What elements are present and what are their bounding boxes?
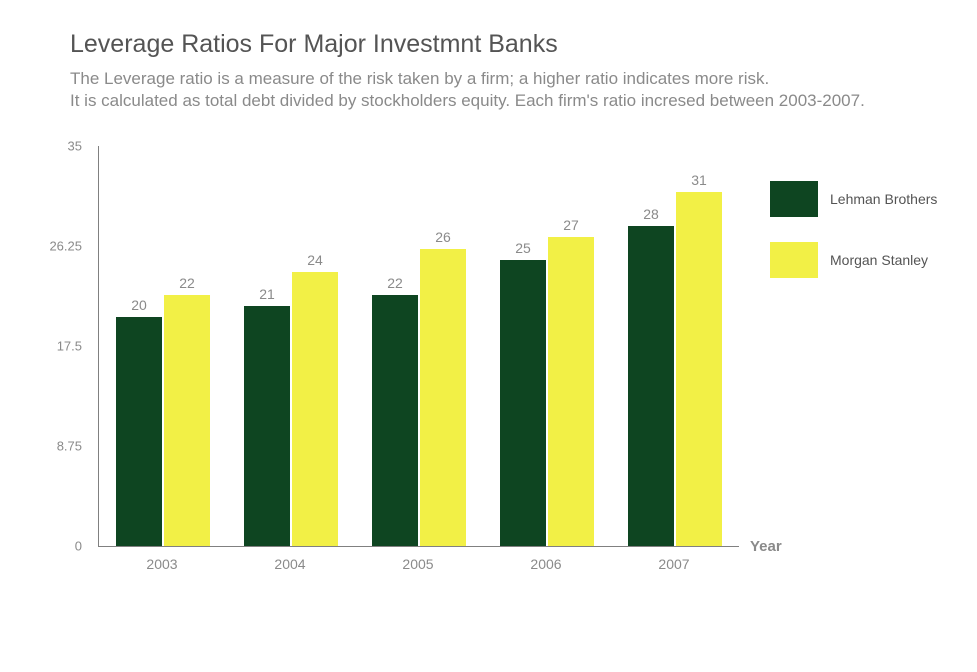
bar: 31 [676, 192, 722, 546]
legend: Lehman Brothers Morgan Stanley [770, 181, 937, 303]
bar-value-label: 20 [131, 297, 147, 313]
legend-item: Morgan Stanley [770, 242, 937, 278]
bar-value-label: 21 [259, 286, 275, 302]
bar-value-label: 22 [387, 275, 403, 291]
x-tick-label: 2006 [482, 556, 610, 572]
y-tick-label: 35 [68, 139, 82, 154]
bar: 22 [164, 295, 210, 546]
x-tick-label: 2004 [226, 556, 354, 572]
bar-group: 2022 [99, 146, 227, 546]
bar: 20 [116, 317, 162, 546]
plot-area: 20222124222625272831 [98, 146, 739, 547]
x-tick-label: 2005 [354, 556, 482, 572]
bar-value-label: 31 [691, 172, 707, 188]
bar-group: 2527 [483, 146, 611, 546]
legend-swatch [770, 242, 818, 278]
chart-page: Leverage Ratios For Major Investmnt Bank… [0, 0, 977, 672]
bar: 27 [548, 237, 594, 546]
legend-item: Lehman Brothers [770, 181, 937, 217]
y-axis: 08.7517.526.2535 [50, 146, 90, 546]
y-tick-label: 8.75 [57, 439, 82, 454]
bar-groups: 20222124222625272831 [99, 146, 739, 546]
bar: 28 [628, 226, 674, 546]
bar-value-label: 24 [307, 252, 323, 268]
bar: 21 [244, 306, 290, 546]
x-tick-label: 2007 [610, 556, 738, 572]
bar: 24 [292, 272, 338, 546]
bar-value-label: 26 [435, 229, 451, 245]
y-tick-label: 26.25 [49, 239, 82, 254]
x-tick-label: 2003 [98, 556, 226, 572]
bar-group: 2226 [355, 146, 483, 546]
bar-group: 2124 [227, 146, 355, 546]
chart-area: 08.7517.526.2535 20222124222625272831 20… [50, 146, 947, 606]
bar: 26 [420, 249, 466, 546]
chart-title: Leverage Ratios For Major Investmnt Bank… [70, 30, 947, 59]
bar-group: 2831 [611, 146, 739, 546]
bar-value-label: 25 [515, 240, 531, 256]
y-tick-label: 17.5 [57, 339, 82, 354]
legend-swatch [770, 181, 818, 217]
x-axis-title: Year [750, 538, 782, 555]
bar-value-label: 22 [179, 275, 195, 291]
y-tick-label: 0 [75, 539, 82, 554]
chart-subtitle-line2: It is calculated as total debt divided b… [70, 91, 947, 111]
bar: 25 [500, 260, 546, 546]
chart-subtitle-line1: The Leverage ratio is a measure of the r… [70, 69, 947, 89]
bar-value-label: 27 [563, 217, 579, 233]
bar-value-label: 28 [643, 206, 659, 222]
x-axis-labels: 20032004200520062007 [98, 556, 738, 572]
bar: 22 [372, 295, 418, 546]
legend-label: Morgan Stanley [830, 252, 928, 268]
legend-label: Lehman Brothers [830, 191, 937, 207]
